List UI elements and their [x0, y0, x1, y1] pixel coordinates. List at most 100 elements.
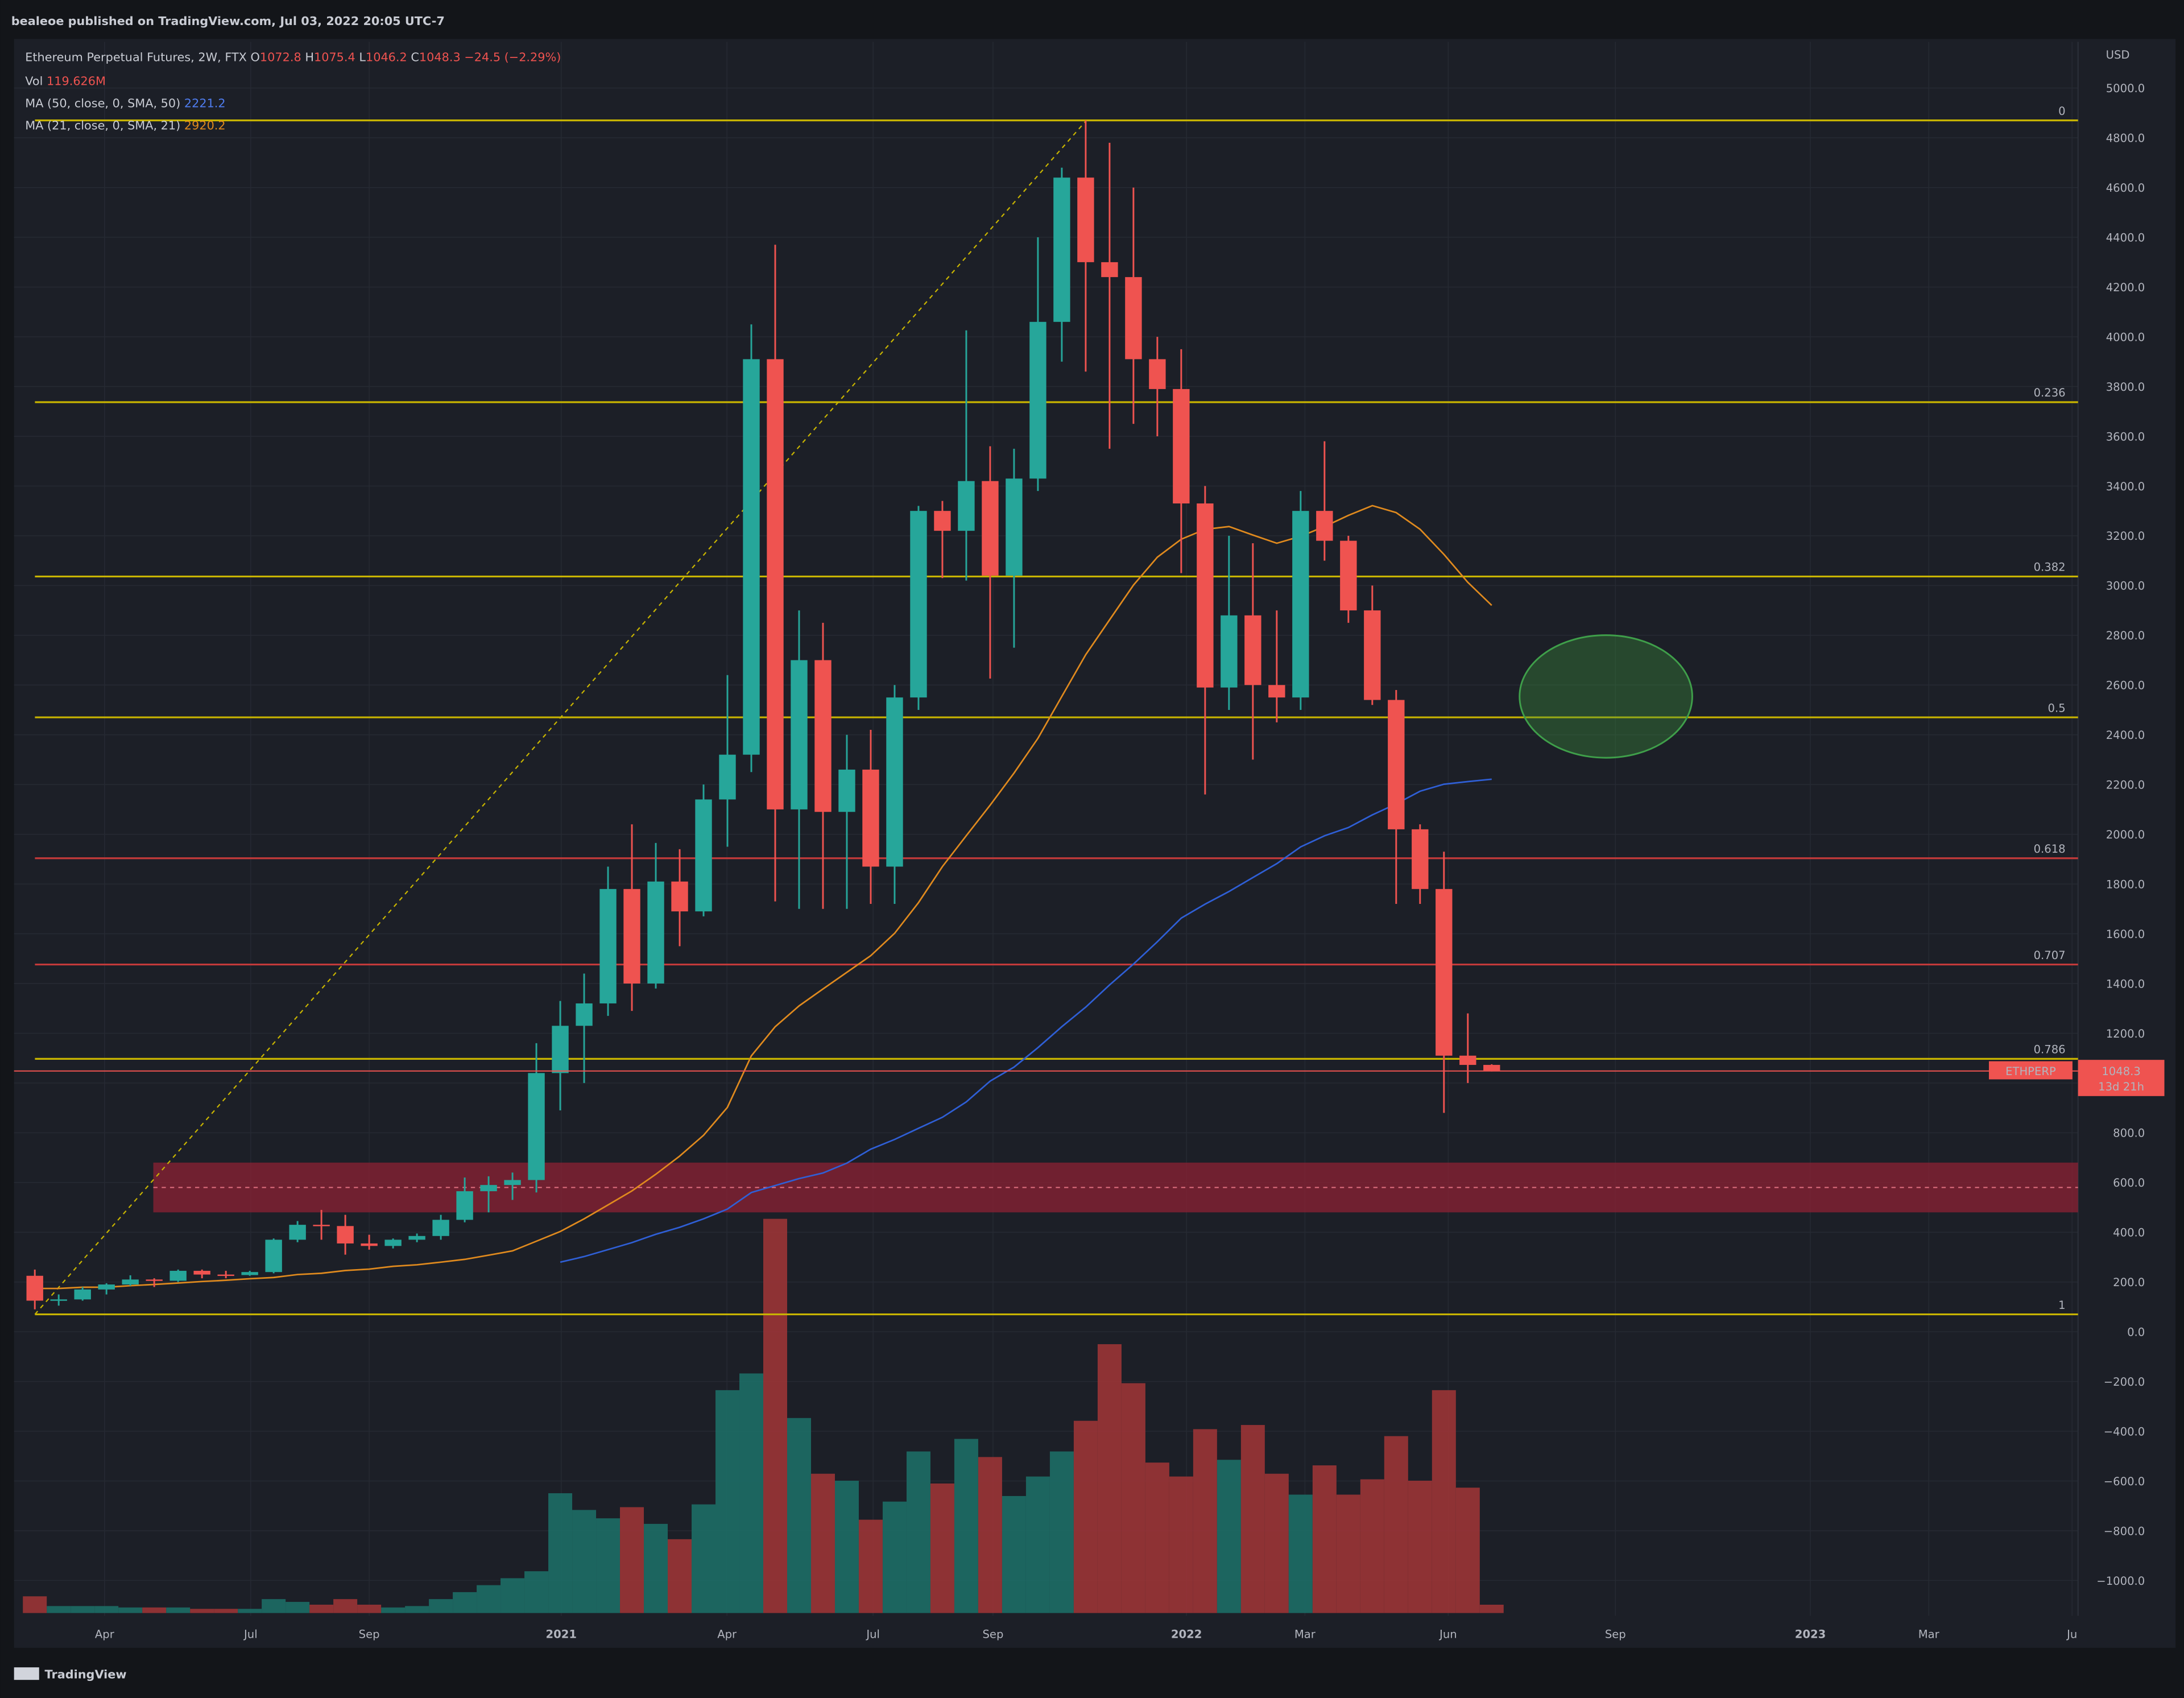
volume-bar	[1408, 1480, 1432, 1613]
x-tick-label: Sep	[983, 1628, 1004, 1641]
volume-bar	[1049, 1451, 1074, 1613]
price-tag-box	[1988, 1061, 2073, 1080]
symbol-header: Ethereum Perpetual Futures, 2W, FTX O107…	[25, 51, 561, 64]
candle-body	[337, 1226, 354, 1243]
volume-bar	[882, 1501, 907, 1613]
volume-bar	[23, 1596, 47, 1613]
ma-line	[560, 778, 1492, 1263]
candle-body	[814, 660, 832, 812]
fib-label: 0.5	[2048, 701, 2066, 714]
volume-bar	[262, 1599, 286, 1613]
volume-bar	[1240, 1425, 1265, 1613]
volume-bar	[47, 1606, 71, 1613]
candle-body	[1483, 1065, 1500, 1071]
candle-body	[838, 769, 855, 812]
y-tick-label: 4600.0	[2106, 181, 2145, 195]
volume-bar	[1097, 1344, 1122, 1613]
volume-bar	[1455, 1488, 1480, 1613]
candle-body	[1077, 177, 1094, 262]
fib-label: 0	[2058, 105, 2065, 118]
axis-unit: USD	[2106, 48, 2130, 61]
y-tick-label: −200.0	[2104, 1375, 2145, 1389]
legend-value: 2920.2	[184, 119, 226, 133]
y-tick-label: 5000.0	[2106, 82, 2145, 95]
candle-body	[289, 1225, 306, 1240]
volume-bar	[858, 1519, 883, 1613]
candle-body	[1125, 277, 1142, 360]
y-tick-label: 4800.0	[2106, 132, 2145, 145]
volume-legend: Vol 119.626M	[25, 74, 106, 88]
credit: bealeoe published on TradingView.com, Ju…	[11, 14, 445, 28]
candle-body	[1316, 511, 1333, 541]
ohlc-value: 1046.2	[366, 51, 407, 64]
y-tick-label: 3800.0	[2106, 381, 2145, 394]
volume-bar	[1288, 1494, 1313, 1613]
volume-bar	[1336, 1494, 1360, 1613]
y-tick-label: 1400.0	[2106, 977, 2145, 990]
volume-bar	[1360, 1479, 1384, 1613]
countdown: 13d 21h	[2098, 1080, 2144, 1093]
volume-bar	[1145, 1462, 1169, 1613]
candle-body	[384, 1240, 402, 1246]
target-ellipse	[1519, 634, 1693, 759]
y-tick-label: −400.0	[2104, 1425, 2145, 1438]
volume-bar	[118, 1607, 143, 1613]
candle-body	[695, 799, 712, 912]
candle-body	[1149, 359, 1166, 389]
ohlc-value: 1075.4	[314, 51, 355, 64]
price-tag: ETHPERP	[2005, 1065, 2056, 1078]
x-tick-label: 2022	[1171, 1628, 1202, 1641]
candle-body	[456, 1191, 473, 1220]
volume-bar	[787, 1418, 811, 1613]
legend-name: MA (50, close, 0, SMA, 50)	[25, 97, 180, 110]
brand-logo: TradingView	[14, 1667, 127, 1682]
volume-bar	[810, 1473, 835, 1613]
y-tick-label: 2000.0	[2106, 828, 2145, 841]
fib-label: 0.707	[2034, 949, 2066, 962]
volume-bar	[524, 1571, 549, 1613]
candle-body	[50, 1299, 67, 1301]
x-tick-label: Jul	[865, 1628, 880, 1641]
y-tick-label: −1000.0	[2096, 1575, 2145, 1588]
volume-bar	[548, 1493, 573, 1613]
candle-body	[98, 1284, 115, 1290]
volume-bar	[1073, 1420, 1098, 1613]
candle-body	[361, 1243, 378, 1246]
volume-value: 119.626M	[47, 74, 106, 88]
candle-body	[1459, 1055, 1476, 1065]
candle-body	[480, 1185, 497, 1192]
volume-bar	[309, 1604, 334, 1613]
candle-body	[982, 481, 999, 576]
volume-bar	[214, 1609, 238, 1613]
y-tick-label: 3400.0	[2106, 480, 2145, 493]
candle-body	[934, 511, 951, 531]
chart-frame	[14, 39, 2176, 1648]
y-tick-label: 3000.0	[2106, 580, 2145, 593]
volume-bar	[1312, 1465, 1337, 1613]
volume-bar	[1384, 1436, 1408, 1613]
volume-bar	[715, 1390, 740, 1613]
candle-body	[1006, 478, 1023, 576]
volume-bar	[142, 1607, 167, 1613]
plot-layer: 0 0.236 0.382 0.5 0.618 0.707 0.786 1	[14, 42, 2079, 1616]
x-tick-label: Jul	[243, 1628, 258, 1641]
y-tick-label: 0.0	[2127, 1326, 2145, 1339]
candle-body	[1292, 511, 1309, 698]
candle-body	[1101, 262, 1118, 278]
candle-body	[719, 754, 736, 800]
x-tick-label: Mar	[1918, 1628, 1940, 1641]
ohlc-prefix: H	[305, 51, 314, 64]
fib-label: 1	[2058, 1299, 2065, 1312]
volume-bar	[71, 1606, 95, 1613]
y-tick-label: 3600.0	[2106, 430, 2145, 443]
fib-label: 0.382	[2034, 561, 2066, 574]
candle-body	[599, 889, 617, 1003]
candle-body	[791, 660, 808, 809]
ohlc-value: 1072.8	[260, 51, 301, 64]
candle-body	[528, 1073, 545, 1180]
volume-bar	[930, 1483, 954, 1613]
fib-label: 0.618	[2034, 842, 2066, 856]
